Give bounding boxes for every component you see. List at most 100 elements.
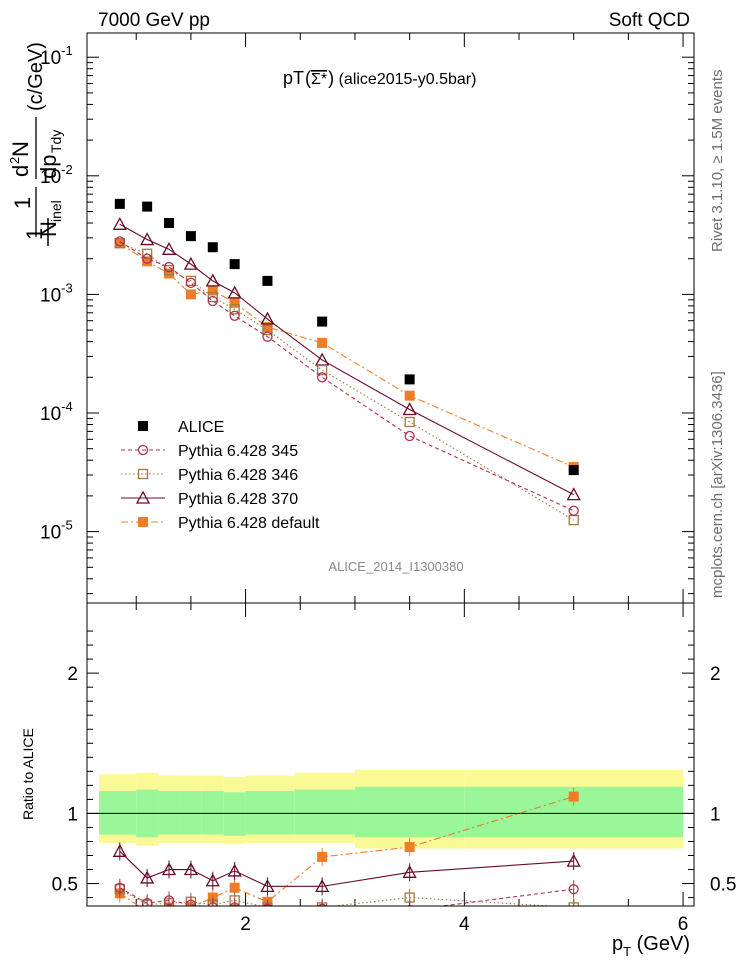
data-point <box>112 216 127 230</box>
data-point <box>262 275 273 286</box>
x-tick-label: 4 <box>459 914 470 935</box>
data-point <box>185 277 197 289</box>
ratio-band-inner <box>99 790 137 835</box>
y-tick-base: 10 <box>40 167 61 188</box>
data-point <box>185 289 196 300</box>
data-point <box>229 304 240 315</box>
y-tick-label: 10-1 <box>40 43 73 69</box>
svg-text:N: N <box>36 221 61 237</box>
legend-label: Pythia 6.428 346 <box>178 467 298 484</box>
ratio-bands <box>87 769 694 849</box>
y-tick-exponent: -3 <box>61 280 73 295</box>
data-point <box>229 310 240 321</box>
main-ylabel: 1 <box>22 218 49 246</box>
ratio-band-inner <box>294 789 355 835</box>
svg-text:2: 2 <box>7 157 22 164</box>
series-line <box>119 240 574 512</box>
svg-text:dp: dp <box>36 155 61 179</box>
ratio-frame <box>86 602 695 907</box>
ratio-point <box>568 791 579 802</box>
data-point <box>316 364 328 376</box>
data-point <box>142 201 153 212</box>
data-point <box>140 232 155 246</box>
y-tick-label: 10-5 <box>40 518 73 544</box>
chart-title-paren: ( <box>305 68 311 88</box>
ratio-series-clipped <box>112 787 581 917</box>
y-tick-label: 10-4 <box>40 399 73 425</box>
ratio-y-tick-label-right: 2 <box>710 664 721 685</box>
data-point <box>227 285 242 299</box>
ratio-line <box>119 850 574 887</box>
data-point <box>404 374 415 385</box>
data-point <box>185 231 196 242</box>
data-point <box>404 416 415 428</box>
ratio-band-inner <box>354 786 465 838</box>
ratio-point <box>161 862 177 876</box>
ratio-point <box>185 899 197 906</box>
ratio-point <box>566 853 581 867</box>
ratio-point <box>317 851 328 862</box>
legend: ALICE Pythia 6.428 345 Pythia 6.428 346 Pyt… <box>121 419 320 532</box>
legend-label: Pythia 6.428 default <box>178 515 320 532</box>
chart-title-rest: (alice2015-y0.5bar) <box>334 71 476 88</box>
main-ylabel-fraction: 1 N inel d 2 N dp Tdy (c/GeV) <box>7 42 64 237</box>
rivet-credit: Rivet 3.1.10, ≥ 1.5M events <box>709 70 726 253</box>
ratio-point <box>112 843 127 857</box>
data-point <box>142 253 153 264</box>
data-point <box>207 295 218 307</box>
ylabel-unit: (c/GeV) <box>25 42 47 111</box>
ratio-point <box>163 895 175 906</box>
ratio-point <box>404 842 415 853</box>
ratio-point <box>229 902 240 906</box>
x-axis-label: pT (GeV) <box>612 933 690 959</box>
svg-text:Tdy: Tdy <box>48 130 64 153</box>
ratio-y-tick-label-right: 1 <box>710 804 721 825</box>
ratio-point <box>183 862 198 876</box>
ratio-line <box>119 888 560 906</box>
data-point <box>402 402 417 416</box>
ratio-band-inner <box>223 792 246 836</box>
ratio-point <box>205 873 220 887</box>
ratio-axis-ticks: 0.5 0.5 1 1 2 2 2 4 6 <box>52 603 736 935</box>
y-tick-base: 10 <box>40 48 61 69</box>
data-point <box>404 430 415 442</box>
legend-marker <box>138 517 148 527</box>
data-point <box>317 316 328 327</box>
chart-title-main: pT <box>283 68 304 88</box>
ratio-point <box>114 882 125 893</box>
data-point <box>404 390 415 401</box>
data-point <box>566 487 581 501</box>
ratio-point <box>227 863 242 877</box>
data-point <box>262 322 273 333</box>
svg-text:1: 1 <box>22 228 47 240</box>
y-tick-exponent: -1 <box>61 43 73 58</box>
mcplots-credit: mcplots.cern.ch [arXiv:1306.3436] <box>709 371 726 598</box>
data-point <box>163 265 175 276</box>
data-point <box>183 256 198 270</box>
series-line <box>119 242 574 521</box>
main-axis-ticks: 10-110-210-310-410-5 <box>40 33 694 603</box>
ratio-y-tick-label: 2 <box>67 664 78 685</box>
legend-marker <box>138 421 148 431</box>
data-point <box>207 285 218 296</box>
y-tick-base: 10 <box>40 523 61 544</box>
y-tick-label: 10-3 <box>40 280 73 306</box>
ratio-ylabel: Ratio to ALICE <box>20 728 36 820</box>
ratio-band-inner <box>245 790 295 835</box>
data-point <box>316 372 328 383</box>
legend-marker <box>137 444 149 456</box>
ratio-point <box>140 870 155 884</box>
svg-text:1: 1 <box>10 197 35 209</box>
ratio-point <box>207 902 218 906</box>
ratio-point <box>229 882 240 893</box>
ratio-band-inner <box>179 790 202 835</box>
legend-label: Pythia 6.428 370 <box>178 491 298 508</box>
ratio-point <box>315 879 330 893</box>
data-point <box>114 198 125 209</box>
x-tick-label: 2 <box>240 914 251 935</box>
ratio-point <box>142 907 152 917</box>
series-line <box>119 242 574 468</box>
data-point <box>229 259 240 270</box>
ratio-point <box>260 879 275 893</box>
